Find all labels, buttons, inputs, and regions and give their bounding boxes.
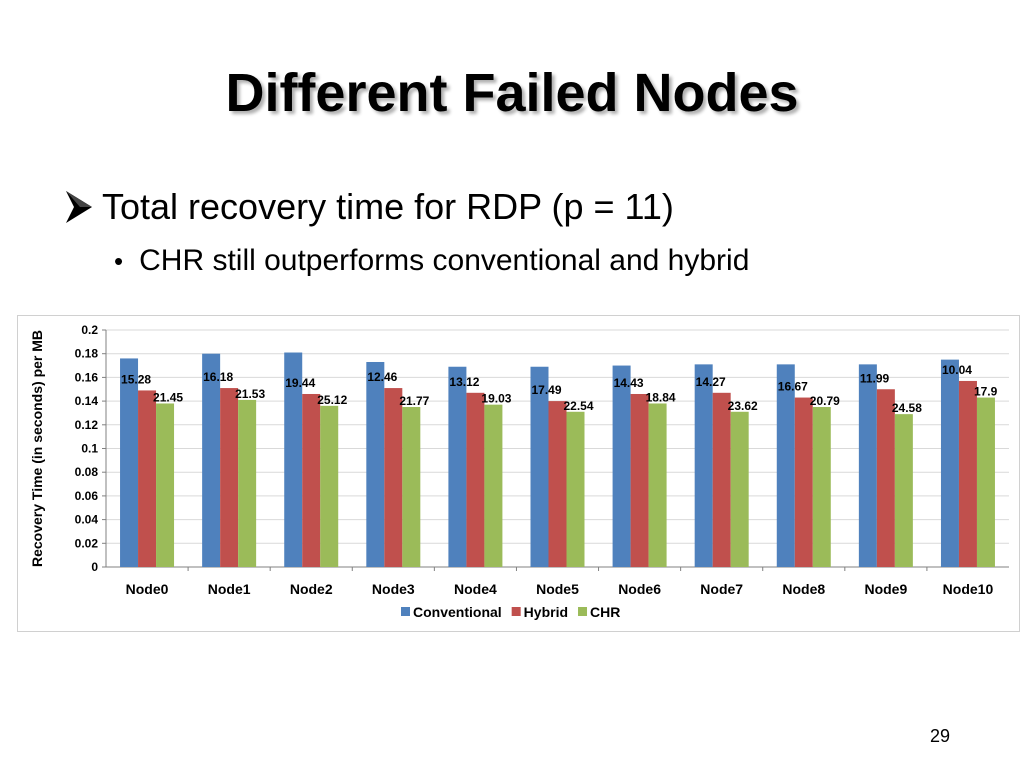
y-tick-label: 0.2: [81, 323, 98, 337]
y-tick-label: 0.16: [75, 370, 99, 384]
y-tick-label: 0.04: [75, 513, 99, 527]
bar-conventional: [448, 366, 467, 567]
bar-conventional: [612, 365, 631, 567]
x-tick-label: Node10: [943, 581, 994, 597]
y-tick-label: 0.02: [75, 536, 99, 550]
bar-chart: 0 0.02 0.04 0.06 0.08 0.1 0.12 0.14 0.16 0.18 0.2 R…: [29, 323, 1009, 620]
bar-hybrid: [630, 393, 649, 567]
data-label-hybrid: 14.27: [696, 375, 726, 389]
bar-hybrid: [712, 392, 731, 567]
bar-chr: [402, 407, 421, 567]
bar-conventional: [858, 364, 877, 567]
bar-hybrid: [958, 380, 977, 567]
x-tick-label: Node4: [454, 581, 497, 597]
x-tick-label: Node9: [864, 581, 907, 597]
data-label-chr: 17.9: [974, 385, 998, 399]
y-tick-label: 0.06: [75, 489, 99, 503]
x-tick-label: Node1: [208, 581, 251, 597]
legend-label-chr: CHR: [590, 604, 620, 620]
bar-hybrid: [466, 392, 485, 567]
bar-conventional: [284, 352, 303, 567]
bar-hybrid: [220, 388, 239, 567]
y-tick-label: 0.18: [75, 347, 99, 361]
data-label-hybrid: 10.04: [942, 363, 972, 377]
bar-conventional: [530, 366, 549, 567]
data-label-chr: 23.62: [728, 399, 758, 413]
data-label-hybrid: 11.99: [860, 371, 890, 385]
bar-conventional: [202, 353, 221, 567]
y-axis-label: Recovery Time (in seconds) per MB: [29, 330, 45, 567]
bar-chr: [812, 407, 831, 567]
legend-label-conventional: Conventional: [413, 604, 502, 620]
arrow-bullet-icon: [62, 187, 96, 227]
data-label-chr: 24.58: [892, 401, 922, 415]
bar-hybrid: [302, 393, 321, 567]
sub-bullet-text: CHR still outperforms conventional and h…: [139, 244, 750, 277]
data-label-hybrid: 19.44: [285, 376, 315, 390]
bar-hybrid: [384, 388, 403, 567]
bar-chr: [730, 411, 749, 567]
data-label-hybrid: 12.46: [367, 370, 397, 384]
x-tick-label: Node7: [700, 581, 743, 597]
bar-conventional: [120, 358, 139, 567]
bar-chr: [566, 411, 585, 567]
data-label-hybrid: 16.18: [203, 370, 233, 384]
slide-title: Different Failed Nodes: [225, 63, 799, 123]
data-label-hybrid: 16.67: [778, 380, 808, 394]
sub-bullet-item: • CHR still outperforms conventional and…: [114, 244, 749, 278]
y-tick-label: 0.14: [75, 394, 99, 408]
data-label-hybrid: 13.12: [449, 375, 479, 389]
bar-chr: [320, 405, 339, 567]
data-label-chr: 21.77: [399, 394, 429, 408]
legend-swatch-conventional: [401, 607, 410, 616]
x-tick-label: Node0: [126, 581, 169, 597]
bar-conventional: [366, 361, 385, 567]
bar-conventional: [940, 359, 959, 567]
bar-chr: [238, 399, 257, 567]
bullet-item: Total recovery time for RDP (p = 11): [62, 186, 674, 228]
data-label-chr: 22.54: [564, 399, 594, 413]
data-label-chr: 25.12: [317, 393, 347, 407]
x-tick-label: Node5: [536, 581, 579, 597]
bar-hybrid: [548, 401, 567, 567]
legend-swatch-hybrid: [511, 607, 521, 616]
bar-hybrid: [794, 397, 813, 567]
bar-conventional: [776, 364, 795, 567]
x-tick-label: Node6: [618, 581, 661, 597]
x-tick-label: Node3: [372, 581, 415, 597]
chart-frame: 0 0.02 0.04 0.06 0.08 0.1 0.12 0.14 0.16 0.18 0.2 R…: [17, 315, 1020, 632]
bar-chr: [976, 397, 995, 567]
y-tick-label: 0.08: [75, 465, 99, 479]
data-label-chr: 20.79: [810, 394, 840, 408]
page-number: 29: [930, 726, 951, 746]
legend-swatch-chr: [578, 607, 588, 616]
data-label-chr: 21.45: [153, 390, 183, 404]
legend-label-hybrid: Hybrid: [524, 604, 568, 620]
data-label-hybrid: 14.43: [614, 376, 644, 390]
data-label-chr: 21.53: [235, 387, 265, 401]
y-tick-label: 0: [91, 560, 98, 574]
bar-chr: [648, 403, 667, 567]
y-tick-label: 0.12: [75, 418, 99, 432]
y-tick-label: 0.1: [81, 442, 98, 456]
data-label-chr: 19.03: [481, 392, 511, 406]
bar-hybrid: [138, 390, 157, 567]
data-label-hybrid: 15.28: [121, 372, 151, 386]
x-tick-label: Node2: [290, 581, 333, 597]
bar-hybrid: [876, 389, 895, 567]
data-label-chr: 18.84: [646, 390, 676, 404]
bar-conventional: [694, 364, 713, 567]
x-tick-label: Node8: [782, 581, 825, 597]
bullet-text: Total recovery time for RDP (p = 11): [102, 186, 674, 227]
dot-bullet-icon: •: [114, 245, 124, 276]
bar-chr: [156, 403, 175, 567]
data-label-hybrid: 17.49: [532, 383, 562, 397]
bar-chr: [894, 414, 913, 567]
bar-chr: [484, 404, 503, 567]
